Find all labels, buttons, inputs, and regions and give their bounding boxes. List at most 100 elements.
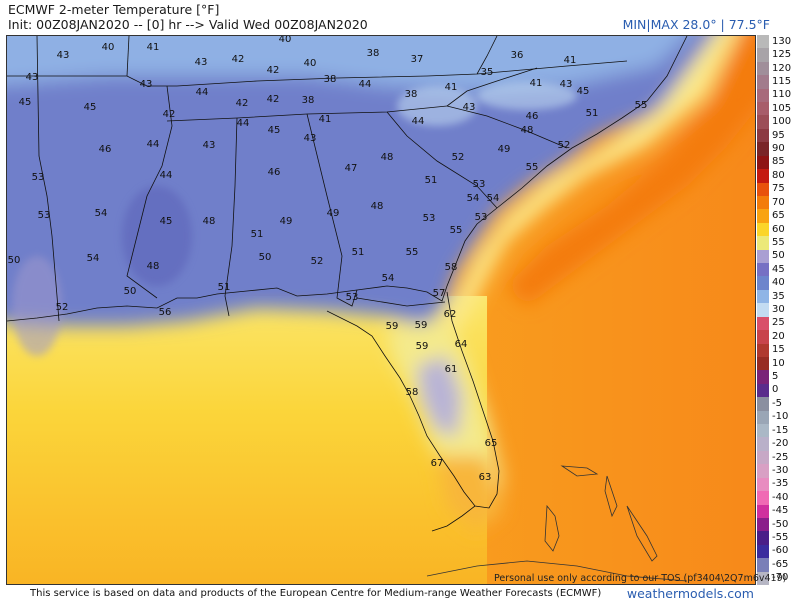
colorbar-label: 10 [772,357,785,369]
colorbar-label: -45 [772,505,789,517]
texas-cool-spot [12,256,62,356]
colorbar-swatch [757,289,769,304]
colorbar-label: -25 [772,451,789,463]
colorbar-swatch [757,437,769,452]
temperature-value: 41 [445,82,458,93]
colorbar-label: 20 [772,330,785,342]
colorbar-swatch [757,128,769,143]
colorbar-label: 50 [772,250,785,262]
temperature-value: 62 [444,309,457,320]
bahamas [426,465,688,582]
temperature-value: 48 [371,201,384,212]
temperature-value: 54 [487,193,500,204]
texas-louisiana-line [36,36,60,322]
colorbar-label: -50 [772,518,789,530]
temperature-value: 52 [452,152,465,163]
colorbar-label: -55 [772,532,789,544]
temperature-value: 44 [147,139,160,150]
temperature-value: 42 [267,65,280,76]
colorbar-label: -70 [772,572,789,584]
temperature-value: 64 [455,339,468,350]
colorbar-label: 90 [772,143,785,155]
colorbar-label: 35 [772,290,785,302]
state-borders [7,36,688,532]
colorbar-label: 130 [772,35,792,47]
colorbar-swatch [757,544,769,559]
west-virginia [476,36,498,75]
cuba-north [426,560,688,582]
temperature-value: 52 [56,302,69,313]
colorbar-swatch [757,397,769,412]
colorbar-label: 110 [772,89,792,101]
temperature-value: 50 [259,252,272,263]
temperature-map[interactable]: 40 41 40 43 43 42 42 40 38 37 36 41 43 43 38 44 35 41 43 45… [6,35,756,585]
temperature-value: 48 [381,152,394,163]
temperature-value: 38 [324,74,337,85]
colorbar-label: 115 [772,75,792,87]
eleuthera [626,505,658,562]
temperature-value: 46 [268,167,281,178]
temperature-value: 43 [203,140,216,151]
temperature-value: 38 [367,48,380,59]
temperature-value: 59 [415,320,428,331]
temperature-value: 41 [530,78,543,89]
colorbar-label: -60 [772,545,789,557]
colorbar-label: 45 [772,263,785,275]
colorbar-swatch [757,142,769,157]
temperature-value: 57 [433,288,446,299]
temperature-value: 40 [279,36,292,45]
appalachian-cool-spot [477,82,577,110]
temperature-value: 41 [319,114,332,125]
temperature-value: 44 [412,116,425,127]
colorbar-swatch [757,517,769,532]
colorbar-swatch [757,383,769,398]
personal-use-notice: Personal use only according to our TOS (… [494,573,787,584]
colorbar-label: 75 [772,183,785,195]
temperature-value: 37 [411,54,424,65]
temperature-value: 43 [560,79,573,90]
temperature-value: 40 [304,58,317,69]
temperature-value: 43 [195,57,208,68]
temperature-value: 49 [327,208,340,219]
colorbar-label: 100 [772,116,792,128]
temperature-value: 40 [102,42,115,53]
temperature-value: 56 [159,307,172,318]
colorbar-swatch [757,276,769,291]
abaco [604,475,618,518]
temperature-value: 55 [450,225,463,236]
mississippi-alabama [224,117,238,317]
florida-coast [326,291,500,509]
colorbar-swatch [757,491,769,505]
temperature-value: 58 [445,262,458,273]
temperature-value: 53 [38,210,51,221]
coastline [7,36,688,322]
colorbar-label: 15 [772,344,785,356]
colorbar-swatch [757,75,769,90]
temperature-value: 54 [382,273,395,284]
temperature-value: 42 [236,98,249,109]
colorbar-swatch [757,35,769,49]
colorbar-swatch [757,222,769,237]
temperature-value: 45 [19,97,32,108]
colorbar-swatch [757,558,769,573]
temperature-value: 44 [237,118,250,129]
temperature-value: 53 [423,213,436,224]
colorbar-swatch [757,424,769,438]
temperature-value: 53 [32,172,45,183]
ecmwf-credit: This service is based on data and produc… [30,588,602,599]
colorbar-label: 55 [772,236,785,248]
site-link[interactable]: weathermodels.com [626,586,754,601]
colorbar-swatch [757,477,769,492]
temperature-value: 51 [251,229,264,240]
temperature-value: 59 [386,321,399,332]
warm-stream [507,36,755,306]
temperature-value: 45 [84,102,97,113]
colorbar-swatch [757,263,769,277]
colorbar-label: 85 [772,156,785,168]
temperature-value: 59 [416,341,429,352]
temperature-value: 36 [511,50,524,61]
colorbar-swatch [757,102,769,116]
colorbar-label: 105 [772,102,792,114]
temperature-value: 50 [124,286,137,297]
